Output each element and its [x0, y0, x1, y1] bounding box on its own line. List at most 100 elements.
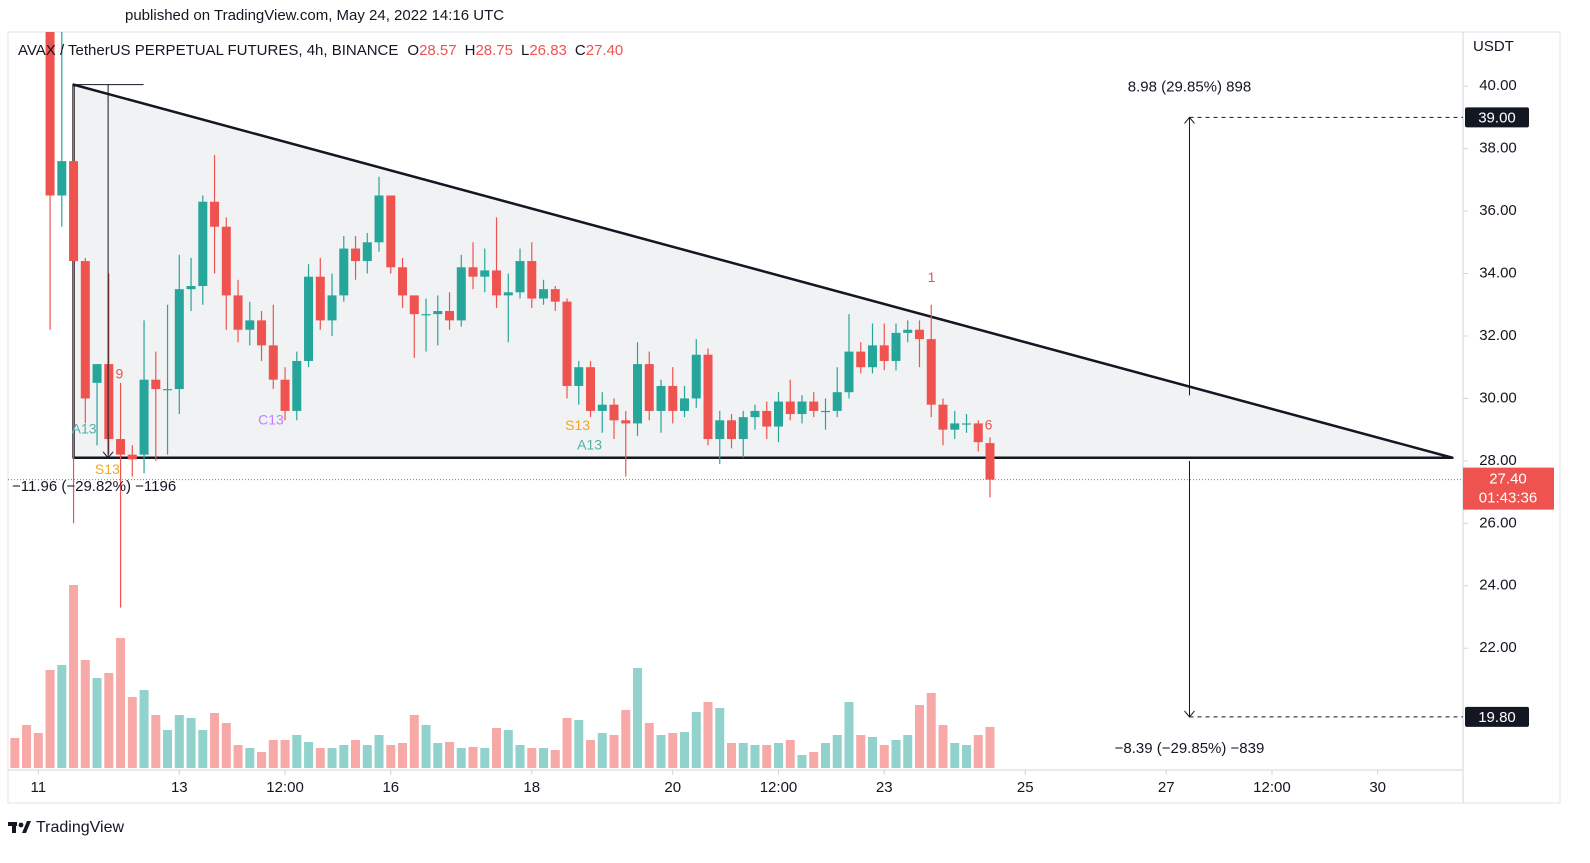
candle-body [315, 276, 325, 321]
volume-bar [950, 743, 960, 768]
legend-value: 27.40 [586, 42, 624, 59]
logo-part [12, 822, 16, 833]
logo-part [18, 822, 24, 828]
legend-prefix: C [575, 42, 586, 59]
volume-bar [433, 743, 443, 768]
measure-arrow [1184, 710, 1195, 718]
target-badge [1465, 107, 1529, 128]
volume-bar [456, 748, 466, 768]
x-tick-label: 18 [523, 779, 540, 796]
y-tick-label: 34.00 [1479, 265, 1517, 282]
volume-bar [386, 745, 396, 768]
candle-body [69, 161, 79, 262]
candle-body [562, 301, 572, 386]
brand: TradingView [8, 819, 124, 836]
candle-body [738, 417, 748, 440]
candle-body [104, 364, 114, 440]
candle-body [515, 261, 525, 293]
td-label: 1 [928, 269, 936, 285]
volume-bar [609, 735, 619, 768]
td-label: A13 [577, 437, 602, 453]
candle-body [633, 364, 643, 424]
volume-bar [116, 638, 126, 768]
volume-bar [480, 748, 490, 768]
candle-body [421, 314, 431, 316]
candle-body [938, 404, 948, 430]
price-badge [1463, 467, 1554, 510]
candle-body [797, 401, 807, 415]
candle-body [292, 360, 302, 411]
volume-bar [198, 730, 208, 768]
volume-bar [45, 670, 55, 768]
volume-bar [515, 745, 525, 768]
volume-bar [80, 660, 90, 768]
x-tick-label: 20 [664, 779, 681, 796]
volume-bar [938, 725, 948, 768]
candle-body [597, 404, 607, 411]
volume-bar [186, 718, 196, 768]
candle-body [903, 329, 913, 333]
volume-bar [985, 727, 995, 768]
x-tick-label: 12:00 [1253, 779, 1291, 796]
candle-body [703, 354, 713, 440]
measure-label: 8.98 (29.85%) 898 [1128, 78, 1251, 95]
volume-bar [492, 728, 502, 768]
volume-bar [809, 752, 819, 768]
target-badge [1465, 706, 1529, 727]
candle-body [727, 420, 737, 440]
candle-body [433, 311, 443, 315]
td-label: 9 [115, 365, 123, 381]
x-tick-label: 30 [1369, 779, 1386, 796]
volume-bar [468, 747, 478, 768]
volume-bar [421, 725, 431, 768]
volume-bar [797, 755, 807, 768]
candle-body [691, 354, 701, 399]
volume-bar [327, 748, 337, 768]
legend-prefix: O [407, 42, 419, 59]
volume-bar [104, 673, 114, 768]
volume-bar [621, 710, 631, 768]
candle-body [233, 295, 243, 330]
x-tick-label: 16 [382, 779, 399, 796]
candle-body [351, 248, 361, 262]
candle-body [398, 267, 408, 296]
volume-bar [445, 742, 455, 768]
legend-value: 26.83 [529, 42, 567, 59]
target-badge-label: 19.80 [1478, 709, 1516, 726]
volume-bar [597, 733, 607, 768]
x-tick-label: 12:00 [760, 779, 798, 796]
candle-body [550, 289, 560, 302]
candle-body [445, 311, 455, 321]
candle-body [304, 276, 314, 361]
candle-body [750, 410, 760, 418]
published-note: published on TradingView.com, May 24, 20… [125, 7, 504, 24]
volume-bar [867, 737, 877, 768]
triangle-pattern [72, 83, 1454, 460]
volume-bar [374, 735, 384, 768]
volume-bar [856, 735, 866, 768]
candle-body [280, 379, 290, 411]
candle-body [268, 345, 278, 380]
volume-bar [727, 743, 737, 768]
candle-body [257, 320, 267, 346]
volume-bar [680, 732, 690, 768]
volume-bar [738, 743, 748, 768]
legend-prefix: H [465, 42, 476, 59]
volume-bar [914, 705, 924, 768]
volume-bar [668, 733, 678, 768]
candle-body [221, 226, 231, 296]
candle-body [174, 289, 184, 390]
candle-body [539, 289, 549, 299]
volume-bar [973, 735, 983, 768]
volume-bar [879, 745, 889, 768]
volume-bar [127, 697, 137, 768]
volume-bar [174, 715, 184, 768]
candle-body [386, 195, 396, 268]
candle-body [914, 329, 924, 340]
candle-body [809, 401, 819, 411]
x-tick-label: 25 [1017, 779, 1034, 796]
frame [7, 31, 1561, 804]
candle-body [856, 351, 866, 368]
candle-body [844, 351, 854, 393]
candle-body [127, 454, 137, 460]
